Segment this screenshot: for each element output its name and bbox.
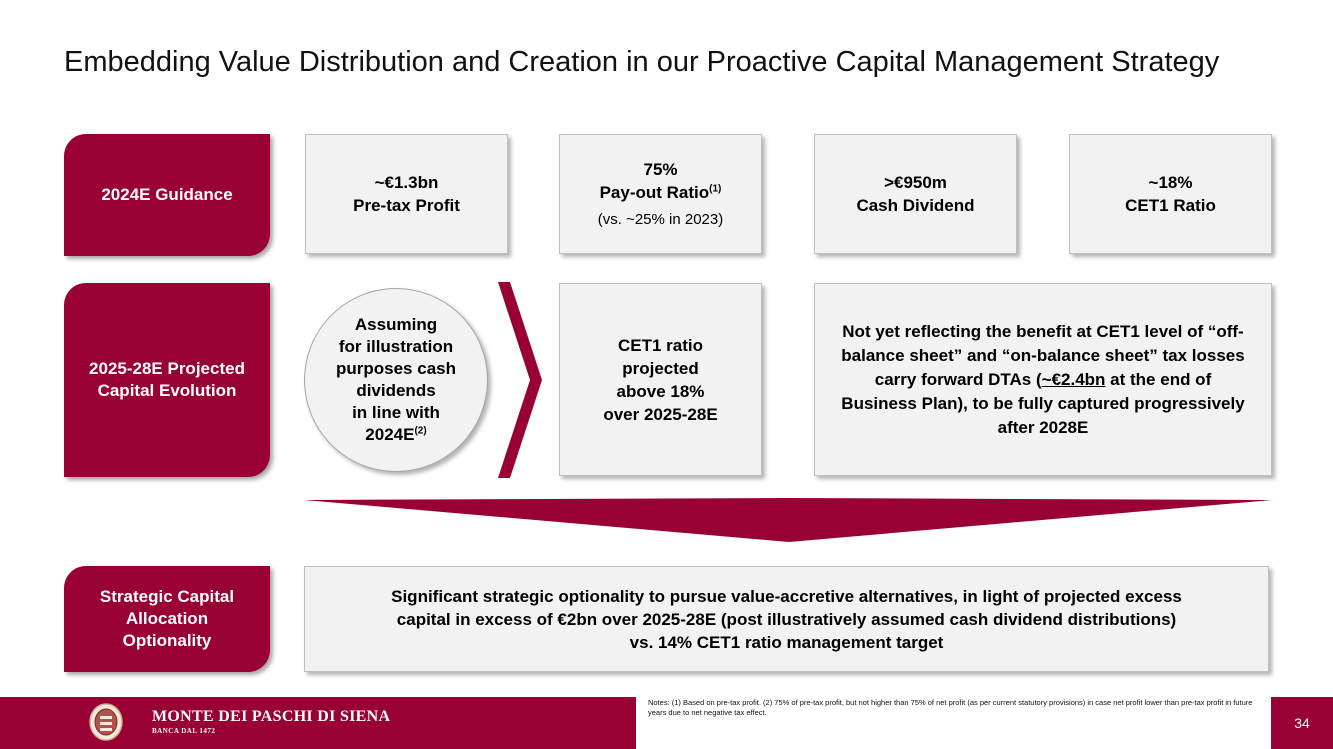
footnote-marker: (2) (414, 425, 427, 437)
chevron-right-icon (498, 282, 542, 478)
optionality-box: Significant strategic optionality to pur… (304, 566, 1269, 672)
optionality-label: Strategic Capital Allocation Optionality (64, 566, 270, 672)
circle-line: for illustration (338, 337, 454, 356)
guidance-value: >€950m (884, 173, 947, 192)
optionality-line: Significant strategic optionality to pur… (391, 586, 1182, 606)
projected-label-line: 2025-28E Projected (89, 359, 245, 378)
brand-tagline: BANCA DAL 1472 (152, 727, 216, 735)
bank-seal-logo-icon (89, 703, 123, 741)
page-number: 34 (1294, 715, 1310, 731)
circle-line: dividends (356, 381, 436, 400)
dta-benefit-box: Not yet reflecting the benefit at CET1 l… (814, 283, 1272, 476)
footnote-marker: (1) (709, 182, 722, 194)
optionality-label-line: Optionality (122, 631, 212, 650)
optionality-line: capital in excess of €2bn over 2025-28E … (396, 609, 1177, 629)
page-number-badge: 34 (1271, 697, 1333, 749)
guidance-comparison: (vs. ~25% in 2023) (597, 210, 724, 228)
guidance-value: 75% (643, 159, 678, 179)
guidance-value: ~€1.3bn (374, 173, 439, 192)
projected-label-line: Capital Evolution (97, 381, 237, 400)
guidance-metric: CET1 Ratio (1125, 196, 1216, 215)
circle-line: 2024E(2) (365, 425, 427, 444)
guidance-metric: Pre-tax Profit (353, 196, 460, 215)
guidance-card-payout-ratio: 75% Pay-out Ratio(1) (vs. ~25% in 2023) (559, 134, 762, 254)
down-arrow-shape (304, 498, 1272, 542)
circle-line: in line with (352, 403, 440, 422)
circle-line: Assuming (354, 315, 438, 334)
cet1-line: CET1 ratio (617, 335, 704, 355)
guidance-label-text: 2024E Guidance (101, 185, 233, 204)
cet1-projection-box: CET1 ratio projected above 18% over 2025… (559, 283, 762, 476)
cet1-line: above 18% (616, 381, 705, 401)
footnotes: Notes: (1) Based on pre-tax profit. (2) … (648, 698, 1253, 717)
guidance-metric: Cash Dividend (856, 196, 975, 215)
guidance-metric: Pay-out Ratio(1) (599, 182, 722, 202)
cet1-line: projected (622, 358, 699, 378)
guidance-value: ~18% (1148, 173, 1193, 192)
page-title: Embedding Value Distribution and Creatio… (64, 46, 1220, 78)
guidance-card-pretax-profit: ~€1.3bn Pre-tax Profit (305, 134, 508, 254)
guidance-card-cash-dividend: >€950m Cash Dividend (814, 134, 1017, 254)
circle-line: purposes cash (336, 359, 456, 378)
brand-name: MONTE DEI PASCHI DI SIENA (152, 708, 391, 725)
assumption-circle: Assuming for illustration purposes cash … (304, 288, 488, 472)
guidance-card-cet1-ratio: ~18% CET1 Ratio (1069, 134, 1272, 254)
guidance-label: 2024E Guidance (64, 134, 270, 256)
projected-label: 2025-28E Projected Capital Evolution (64, 283, 270, 477)
optionality-label-line: Allocation (125, 609, 209, 628)
dta-benefit-text: Not yet reflecting the benefit at CET1 l… (841, 321, 1245, 437)
optionality-line: vs. 14% CET1 ratio management target (629, 632, 944, 652)
dta-amount: ~€2.4bn (1041, 369, 1106, 389)
optionality-label-line: Strategic Capital (99, 587, 235, 606)
cet1-line: over 2025-28E (603, 404, 718, 424)
